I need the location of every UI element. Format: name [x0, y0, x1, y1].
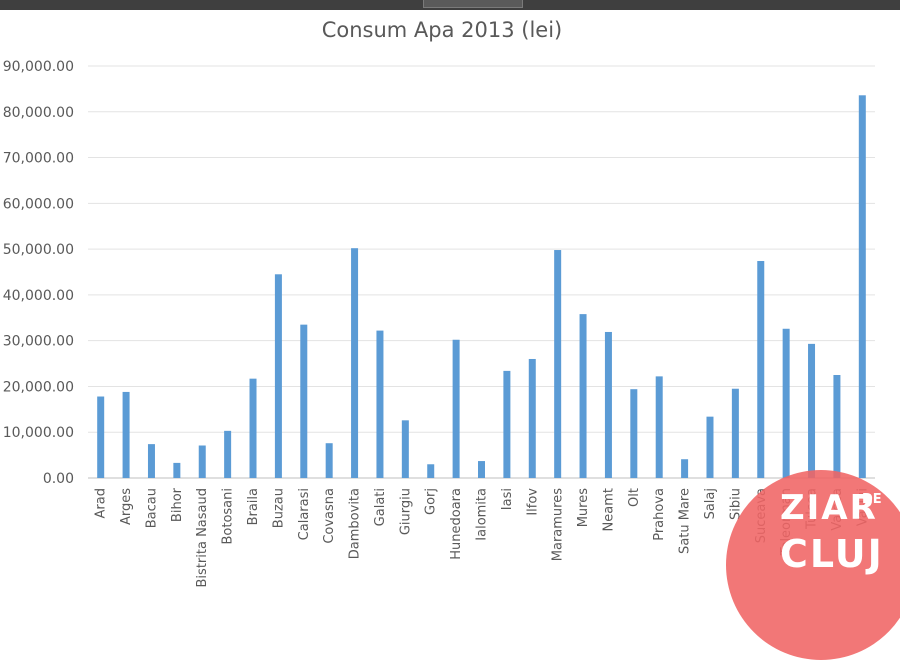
bar — [478, 461, 485, 478]
y-tick-label: 0.00 — [43, 471, 74, 487]
bar — [427, 464, 435, 478]
bar — [173, 462, 181, 478]
bar — [97, 396, 105, 478]
x-tick-label: Buzau — [271, 488, 286, 528]
bar — [808, 343, 816, 478]
bar — [351, 248, 359, 478]
bar — [249, 378, 257, 478]
y-tick-label: 30,000.00 — [3, 334, 74, 350]
bar — [274, 274, 282, 478]
x-tick-label: Arad — [94, 488, 109, 518]
x-tick-label: Botosani — [221, 488, 236, 545]
x-tick-label: Covasna — [322, 488, 337, 544]
watermark-line2: CLUJ — [780, 532, 884, 576]
gridlines — [88, 65, 875, 479]
bar — [757, 261, 765, 478]
bar — [300, 324, 308, 478]
window-tab — [423, 0, 523, 8]
bar — [706, 416, 714, 478]
y-axis-labels: 0.00 10,000.00 20,000.00 30,000.00 40,000.00… — [3, 59, 74, 487]
bar — [604, 331, 612, 478]
bar — [198, 445, 206, 478]
x-tick-label: Braila — [246, 488, 261, 525]
bar — [376, 330, 384, 478]
y-tick-label: 40,000.00 — [3, 288, 74, 304]
bar — [554, 250, 562, 478]
y-tick-label: 10,000.00 — [3, 425, 74, 441]
bar — [224, 430, 232, 478]
bar — [833, 375, 841, 478]
x-tick-label: Prahova — [652, 488, 667, 541]
x-tick-label: Satu Mare — [678, 488, 693, 554]
bar — [452, 339, 460, 478]
x-tick-label: Calarasi — [297, 488, 312, 540]
bar — [630, 389, 638, 478]
x-tick-label: Arges — [119, 488, 134, 525]
x-tick-label: Sibiu — [728, 488, 743, 520]
y-tick-label: 70,000.00 — [3, 151, 74, 167]
x-tick-label: Hunedoara — [449, 488, 464, 560]
watermark-superscript: DE — [862, 492, 882, 507]
x-tick-label: Giurgiu — [398, 488, 413, 535]
y-tick-label: 80,000.00 — [3, 105, 74, 121]
bar — [731, 388, 739, 478]
bar — [681, 459, 689, 478]
x-tick-label: Iasi — [500, 488, 515, 510]
y-tick-label: 50,000.00 — [3, 242, 74, 258]
x-tick-label: Maramures — [551, 488, 566, 561]
bar — [858, 95, 866, 478]
x-tick-label: Neamt — [601, 488, 616, 531]
x-tick-label: Salaj — [703, 488, 718, 519]
y-tick-label: 20,000.00 — [3, 379, 74, 395]
bar — [579, 314, 587, 478]
bar — [325, 443, 333, 478]
x-tick-label: Gorj — [424, 488, 439, 515]
bar — [782, 328, 790, 478]
y-tick-label: 60,000.00 — [3, 196, 74, 212]
chart-title: Consum Apa 2013 (lei) — [321, 18, 563, 42]
x-tick-label: Dambovita — [348, 488, 363, 559]
bar — [147, 444, 155, 478]
window-top-bar — [0, 0, 900, 10]
bar — [528, 358, 536, 478]
watermark-line1: ZIAR — [780, 488, 878, 528]
bar — [122, 391, 130, 478]
x-tick-label: Mures — [576, 488, 591, 528]
x-tick-label: Ialomita — [475, 488, 490, 541]
bar-chart: 0.00 10,000.00 20,000.00 30,000.00 40,000.00… — [3, 59, 875, 587]
x-tick-label: Bistrita Nasaud — [195, 488, 210, 587]
x-tick-label: Ilfov — [525, 488, 540, 516]
bar — [503, 370, 511, 478]
bar — [401, 420, 409, 478]
x-tick-label: Olt — [627, 488, 642, 507]
x-tick-label: Galati — [373, 488, 388, 526]
bar — [655, 376, 663, 478]
x-tick-label: Bacau — [144, 488, 159, 528]
x-tick-label: Bihor — [170, 487, 185, 522]
bars — [97, 95, 866, 478]
y-tick-label: 90,000.00 — [3, 59, 74, 75]
